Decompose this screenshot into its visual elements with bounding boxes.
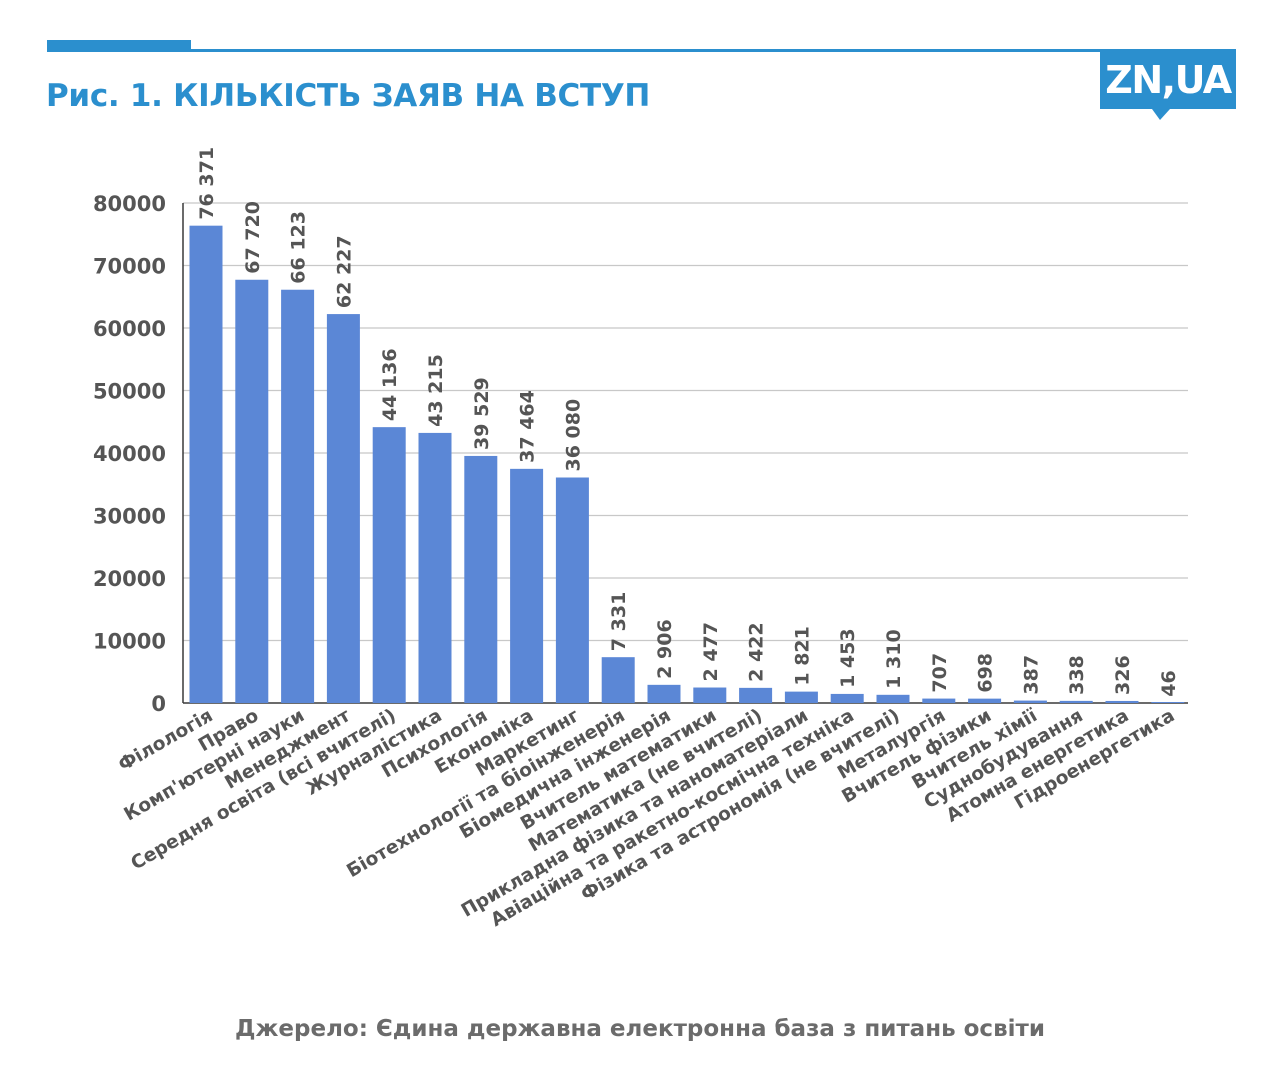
bar <box>281 289 315 703</box>
bar-chart: 0 10000 20000 30000 40000 50000 60000 70000 8000… <box>93 147 1188 931</box>
value-label: 1 453 <box>837 628 859 688</box>
bar <box>555 477 589 703</box>
value-label: 698 <box>975 653 997 693</box>
y-tick-label: 0 <box>151 692 166 716</box>
value-label: 707 <box>929 653 951 693</box>
y-tick-label: 10000 <box>93 630 166 654</box>
bar <box>922 698 956 703</box>
bar <box>784 691 818 703</box>
value-label: 2 422 <box>746 622 768 682</box>
bar <box>372 427 406 703</box>
bar <box>968 698 1002 703</box>
logo-text: ZN,UA <box>1105 58 1232 102</box>
bar <box>1059 700 1093 703</box>
bar <box>739 687 773 703</box>
value-label: 39 529 <box>471 377 493 450</box>
value-label: 2 906 <box>654 619 676 679</box>
value-label: 2 477 <box>700 622 722 682</box>
value-label: 66 123 <box>288 211 310 284</box>
value-label: 387 <box>1020 655 1042 695</box>
bar <box>464 455 498 703</box>
bar <box>1013 700 1047 703</box>
y-tick-label: 60000 <box>93 317 166 341</box>
bar <box>189 225 223 703</box>
value-label: 326 <box>1112 655 1134 695</box>
bar <box>1151 702 1185 703</box>
y-tick-label: 20000 <box>93 567 166 591</box>
value-label: 76 371 <box>196 147 218 220</box>
value-label: 44 136 <box>379 348 401 421</box>
value-label: 1 310 <box>883 629 905 689</box>
bar <box>235 279 269 703</box>
value-label: 1 821 <box>791 626 813 686</box>
bar <box>1105 700 1139 703</box>
y-tick-label: 40000 <box>93 442 166 466</box>
bar <box>510 468 544 703</box>
header-rule <box>47 49 1236 52</box>
bar <box>876 694 910 703</box>
chart-title: Рис. 1. КІЛЬКІСТЬ ЗАЯВ НА ВСТУП <box>46 78 651 114</box>
bar <box>693 687 727 703</box>
y-tick-label: 50000 <box>93 380 166 404</box>
value-label: 37 464 <box>517 390 539 463</box>
source-note: Джерело: Єдина державна електронна база … <box>235 1016 1045 1042</box>
bar <box>830 693 864 703</box>
bar <box>418 432 452 703</box>
value-label: 338 <box>1066 655 1088 695</box>
value-label: 7 331 <box>608 592 630 652</box>
y-tick-label: 80000 <box>93 192 166 216</box>
y-tick-label: 70000 <box>93 255 166 279</box>
zn-ua-logo: ZN,UA <box>1100 51 1236 109</box>
value-label: 46 <box>1158 670 1180 696</box>
bar <box>326 314 360 703</box>
value-label: 36 080 <box>562 399 584 472</box>
value-label: 43 215 <box>425 354 447 427</box>
value-label: 67 720 <box>242 201 264 274</box>
logo-speech-tail <box>1152 109 1170 120</box>
bar <box>601 657 635 703</box>
bar <box>647 684 681 703</box>
value-label: 62 227 <box>333 235 355 308</box>
y-tick-label: 30000 <box>93 505 166 529</box>
